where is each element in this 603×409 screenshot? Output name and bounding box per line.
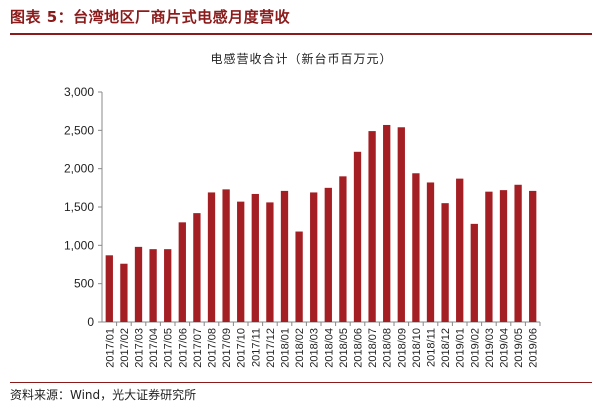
bar <box>485 191 493 322</box>
bar <box>470 223 478 322</box>
bar <box>514 184 522 322</box>
x-tick-label: 2018/11 <box>426 328 438 367</box>
title-divider <box>10 33 592 35</box>
x-tick-label: 2017/07 <box>192 328 204 368</box>
source-note: 资料来源：Wind，光大证券研究所 <box>10 388 197 402</box>
bar <box>456 178 464 322</box>
x-tick-label: 2017/12 <box>265 328 277 368</box>
x-tick-label: 2018/04 <box>323 328 335 368</box>
x-tick-label: 2019/03 <box>484 328 496 368</box>
bar <box>310 192 318 322</box>
bar <box>120 263 128 322</box>
x-tick-label: 2017/03 <box>134 328 146 368</box>
y-tick-label: 500 <box>74 277 94 291</box>
x-tick-label: 2018/06 <box>353 328 365 368</box>
bar <box>266 202 274 322</box>
bar <box>412 173 420 322</box>
x-tick-label: 2018/12 <box>440 328 452 368</box>
y-tick-label: 1,000 <box>64 238 94 252</box>
x-tick-label: 2019/04 <box>499 328 511 368</box>
bar <box>280 190 289 322</box>
x-tick-label: 2017/11 <box>250 328 262 367</box>
x-tick-label: 2018/03 <box>309 328 321 368</box>
y-tick-label: 1,500 <box>64 200 94 214</box>
bar <box>397 127 405 323</box>
bar <box>383 124 391 322</box>
x-tick-label: 2017/06 <box>177 328 189 368</box>
x-tick-label: 2017/05 <box>163 328 175 368</box>
x-tick-label: 2019/06 <box>528 328 540 368</box>
y-tick-label: 3,000 <box>64 85 94 99</box>
x-tick-label: 2018/09 <box>396 328 408 368</box>
bar <box>193 213 201 322</box>
bar <box>164 249 172 322</box>
x-tick-label: 2018/10 <box>411 328 423 368</box>
bar <box>353 151 362 322</box>
x-tick-label: 2017/04 <box>148 328 160 368</box>
bar <box>324 187 332 322</box>
y-tick-label: 2,000 <box>64 162 94 176</box>
bar <box>426 182 435 322</box>
bar <box>149 249 157 322</box>
x-tick-label: 2018/07 <box>367 328 379 368</box>
x-tick-label: 2019/01 <box>455 328 467 368</box>
x-tick-label: 2017/10 <box>236 328 248 368</box>
bar <box>441 203 449 322</box>
x-tick-label: 2017/09 <box>221 328 233 368</box>
x-tick-label: 2017/02 <box>119 328 131 368</box>
x-tick-label: 2017/01 <box>104 328 116 368</box>
bar <box>529 190 537 322</box>
bar <box>178 222 186 322</box>
x-tick-label: 2018/08 <box>382 328 394 368</box>
bar <box>251 193 259 322</box>
x-tick-label: 2019/05 <box>513 328 525 368</box>
x-tick-label: 2017/08 <box>207 328 219 368</box>
bar <box>499 190 508 322</box>
bar <box>222 189 230 322</box>
bar <box>339 176 347 322</box>
x-tick-label: 2018/02 <box>294 328 306 368</box>
bar <box>207 192 216 322</box>
chart-title: 电感营收合计（新台币百万元） <box>210 52 393 66</box>
y-tick-label: 2,500 <box>64 123 94 137</box>
y-tick-label: 0 <box>87 315 94 329</box>
bar <box>368 131 376 322</box>
x-tick-label: 2018/05 <box>338 328 350 368</box>
bar <box>295 231 303 322</box>
figure-title: 图表 5：台湾地区厂商片式电感月度营收 <box>10 8 291 26</box>
x-tick-label: 2019/02 <box>469 328 481 368</box>
x-tick-label: 2018/01 <box>280 328 292 368</box>
bar <box>134 246 143 322</box>
bar <box>105 255 113 322</box>
bar <box>237 201 245 322</box>
footer-divider <box>10 382 592 383</box>
